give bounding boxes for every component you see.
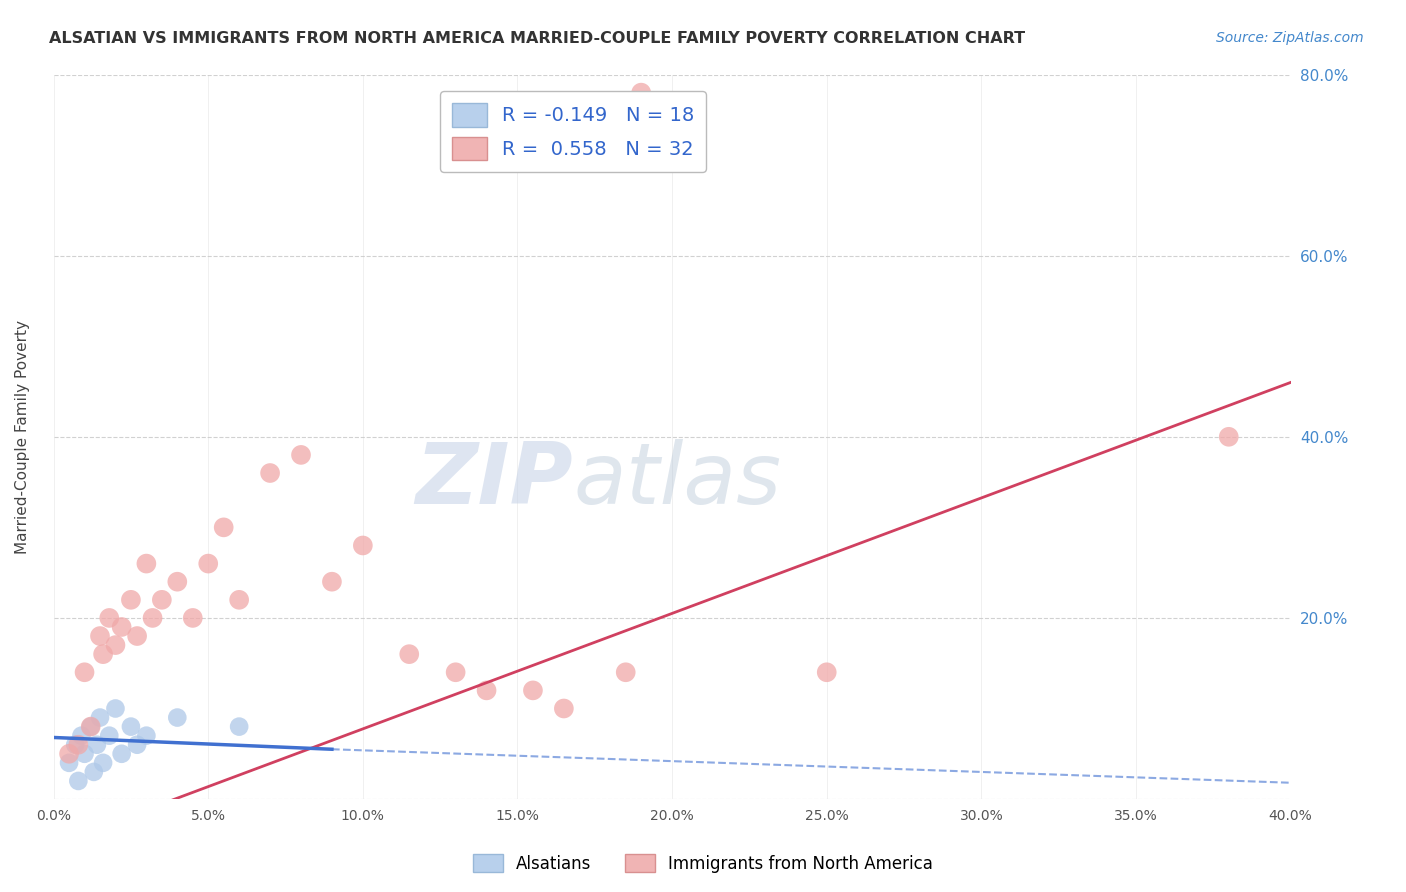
Text: atlas: atlas xyxy=(574,439,782,522)
Y-axis label: Married-Couple Family Poverty: Married-Couple Family Poverty xyxy=(15,320,30,554)
Point xyxy=(89,629,111,643)
Point xyxy=(142,611,165,625)
Point xyxy=(127,738,149,752)
Text: Source: ZipAtlas.com: Source: ZipAtlas.com xyxy=(1216,31,1364,45)
Point xyxy=(150,592,173,607)
Point xyxy=(135,557,157,571)
Point xyxy=(70,729,93,743)
Point xyxy=(630,86,652,100)
Point xyxy=(259,466,281,480)
Point xyxy=(86,738,108,752)
Point xyxy=(352,539,374,553)
Point xyxy=(321,574,343,589)
Point xyxy=(120,720,142,734)
Point xyxy=(80,720,103,734)
Point xyxy=(398,647,420,661)
Point xyxy=(73,665,96,680)
Point xyxy=(181,611,204,625)
Point xyxy=(83,764,105,779)
Point xyxy=(166,574,188,589)
Point xyxy=(166,710,188,724)
Point xyxy=(212,520,235,534)
Point xyxy=(228,720,250,734)
Point xyxy=(614,665,637,680)
Text: ALSATIAN VS IMMIGRANTS FROM NORTH AMERICA MARRIED-COUPLE FAMILY POVERTY CORRELAT: ALSATIAN VS IMMIGRANTS FROM NORTH AMERIC… xyxy=(49,31,1025,46)
Point xyxy=(120,592,142,607)
Point xyxy=(65,738,87,752)
Point xyxy=(98,611,121,625)
Legend: Alsatians, Immigrants from North America: Alsatians, Immigrants from North America xyxy=(467,847,939,880)
Point xyxy=(522,683,544,698)
Point xyxy=(135,729,157,743)
Point xyxy=(91,756,114,770)
Point xyxy=(444,665,467,680)
Point xyxy=(89,710,111,724)
Point xyxy=(73,747,96,761)
Point xyxy=(553,701,575,715)
Point xyxy=(290,448,312,462)
Point xyxy=(111,620,134,634)
Point xyxy=(98,729,121,743)
Point xyxy=(1218,430,1240,444)
Text: ZIP: ZIP xyxy=(416,439,574,522)
Point xyxy=(67,774,90,789)
Point xyxy=(228,592,250,607)
Point xyxy=(127,629,149,643)
Point xyxy=(111,747,134,761)
Point xyxy=(67,738,90,752)
Point xyxy=(197,557,219,571)
Point xyxy=(91,647,114,661)
Point xyxy=(58,756,80,770)
Point xyxy=(80,720,103,734)
Point xyxy=(475,683,498,698)
Point xyxy=(815,665,838,680)
Point xyxy=(58,747,80,761)
Legend: R = -0.149   N = 18, R =  0.558   N = 32: R = -0.149 N = 18, R = 0.558 N = 32 xyxy=(440,92,706,172)
Point xyxy=(104,701,127,715)
Point xyxy=(104,638,127,652)
